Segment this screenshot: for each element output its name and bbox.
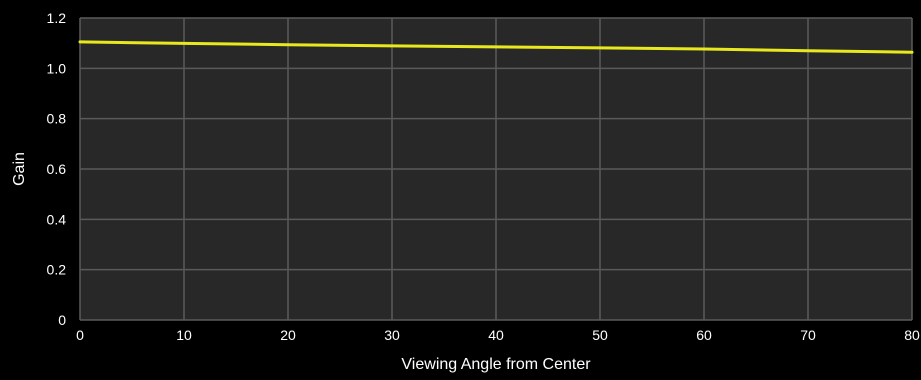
y-tick-labels: 0 0.2 0.4 0.6 0.8 1.0 1.2 [47, 10, 67, 328]
x-tick-labels: 0 10 20 30 40 50 60 70 80 [76, 327, 920, 343]
x-tick-label: 30 [384, 327, 400, 343]
x-tick-label: 50 [592, 327, 608, 343]
y-tick-label: 1.2 [47, 10, 67, 26]
grid-lines [79, 17, 913, 321]
x-tick-label: 40 [488, 327, 504, 343]
y-tick-label: 0.4 [47, 211, 67, 227]
x-tick-label: 70 [800, 327, 816, 343]
series-line [78, 40, 914, 54]
y-axis-label: Gain [11, 152, 28, 186]
x-tick-label: 20 [280, 327, 296, 343]
x-tick-label: 0 [76, 327, 84, 343]
x-tick-label: 60 [696, 327, 712, 343]
x-tick-label: 10 [176, 327, 192, 343]
y-tick-label: 0.2 [47, 262, 67, 278]
y-tick-label: 0 [58, 312, 66, 328]
series-layer [78, 40, 914, 54]
x-tick-label: 80 [904, 327, 920, 343]
y-tick-label: 0.8 [47, 111, 67, 127]
y-tick-label: 0.6 [47, 161, 67, 177]
y-tick-label: 1.0 [47, 60, 67, 76]
x-axis-label: Viewing Angle from Center [401, 356, 591, 373]
